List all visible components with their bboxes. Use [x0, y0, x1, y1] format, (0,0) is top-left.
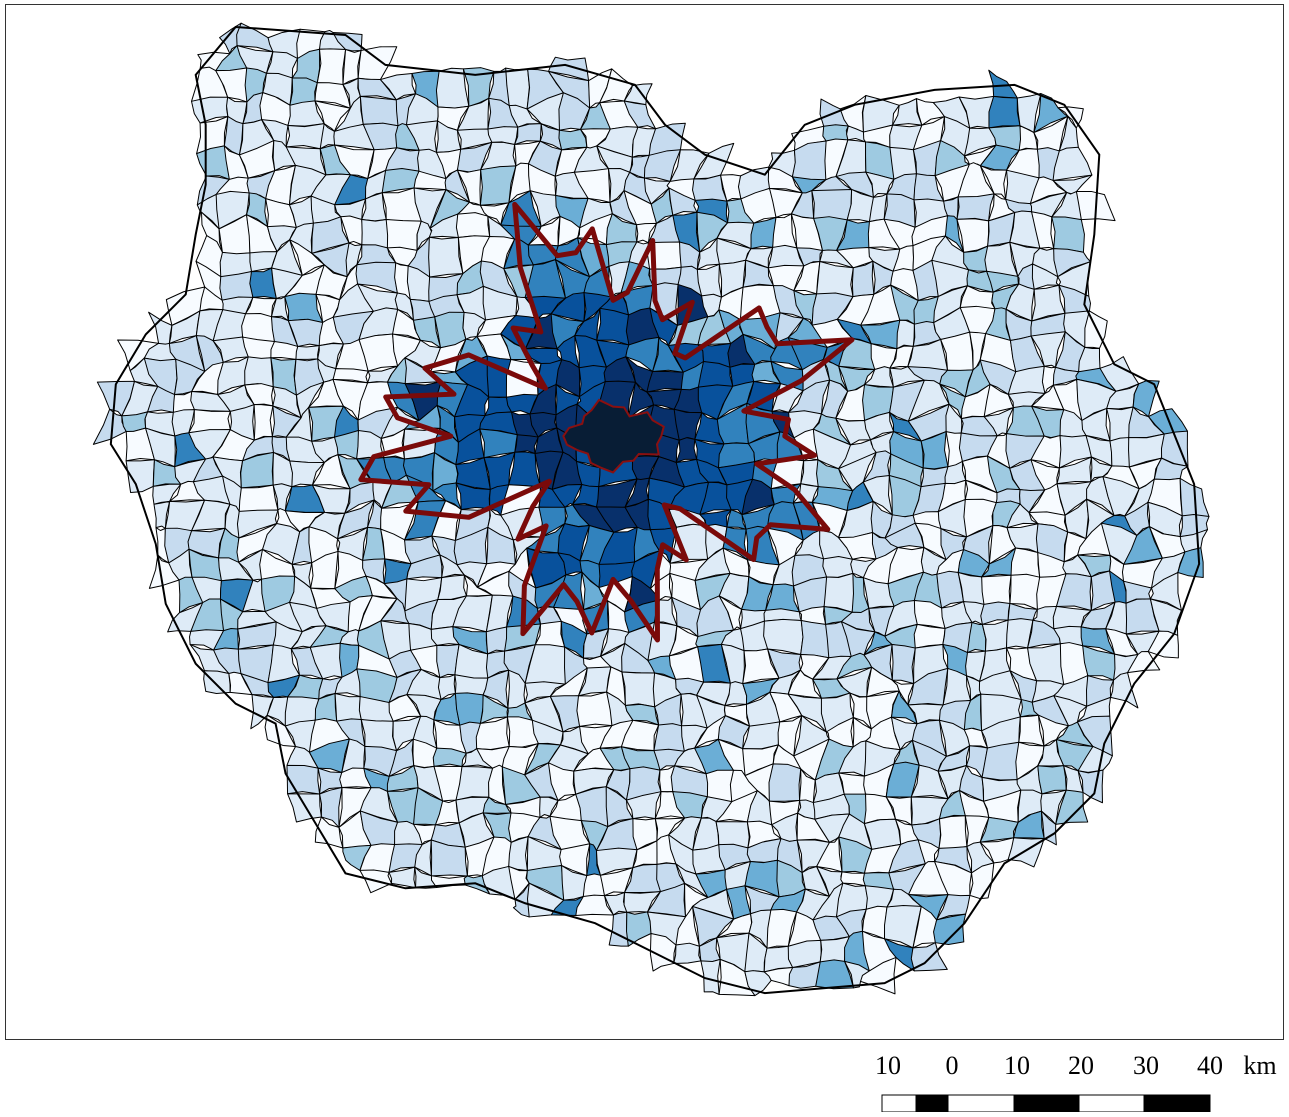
scale-segment [915, 1094, 949, 1113]
municipality-polygon [981, 619, 1009, 652]
municipality-polygon [1010, 547, 1041, 579]
municipality-polygon [437, 574, 467, 601]
municipality-polygon [1009, 573, 1041, 610]
municipality-polygon [608, 911, 629, 947]
scale-tick-label: 0 [946, 1051, 959, 1080]
municipality-polygon [505, 67, 530, 110]
municipality-polygon [454, 674, 489, 696]
scale-segment [881, 1094, 917, 1113]
municipality-polygon [768, 763, 802, 802]
scale-tick-label: 30 [1133, 1051, 1159, 1080]
municipality-polygon [1040, 810, 1057, 846]
municipality-polygon [800, 620, 831, 659]
municipality-polygon [359, 95, 399, 127]
municipality-polygon [316, 48, 347, 86]
municipality-polygon [286, 764, 321, 795]
scale-segment [947, 1094, 1015, 1113]
municipality-polygon [576, 691, 613, 727]
municipality-polygon [295, 345, 320, 360]
municipality-polygon [621, 671, 656, 708]
municipality-polygon [933, 913, 967, 945]
municipality-polygon [428, 236, 464, 278]
scale-tick-label: 40 [1197, 1051, 1223, 1080]
municipality-polygon [910, 942, 948, 972]
map-frame [5, 4, 1284, 1040]
municipality-polygon [1052, 146, 1093, 181]
choropleth-map [92, 22, 1210, 997]
scale-unit-label: km [1243, 1051, 1276, 1080]
scale-tick-label: 10 [875, 1051, 901, 1080]
municipality-polygon [653, 723, 686, 753]
municipality-polygon [285, 123, 325, 150]
municipality-polygon [891, 643, 916, 684]
municipality-polygon [1110, 672, 1139, 709]
municipality-polygon [988, 95, 1021, 129]
municipality-polygon [981, 741, 1020, 781]
municipality-polygon [896, 319, 915, 350]
region-outline [109, 25, 1201, 995]
municipality-polygon [219, 270, 254, 302]
municipality-polygon [455, 212, 491, 238]
municipality-polygon [334, 692, 362, 723]
scale-bar: 10 0 10 20 30 40 km [860, 1044, 1289, 1113]
municipality-polygon [514, 434, 539, 455]
municipality-polygon [361, 218, 389, 249]
municipality-polygon [981, 574, 1012, 606]
municipality-polygon [1051, 216, 1085, 253]
scale-segment [1143, 1094, 1211, 1113]
scale-segment [1013, 1094, 1080, 1113]
municipality-polygon [811, 188, 853, 221]
municipality-polygon [385, 218, 422, 251]
municipality-polygon [816, 261, 854, 298]
municipality-polygon [823, 572, 855, 613]
municipality-polygon [696, 263, 722, 298]
municipality-polygon [455, 766, 494, 801]
municipality-polygon [1109, 437, 1131, 468]
municipality-polygon [1037, 765, 1067, 795]
municipality-polygon [596, 307, 630, 346]
municipality-polygon [938, 815, 968, 849]
municipality-polygons [92, 22, 1210, 997]
municipality-polygon [675, 437, 698, 464]
municipality-polygon [800, 459, 819, 488]
municipality-polygon [860, 956, 897, 995]
municipality-polygon [673, 942, 702, 964]
municipality-polygon [287, 793, 322, 823]
scale-bar-graphic: 10 0 10 20 30 40 km [875, 1051, 1277, 1113]
municipality-polygon [244, 356, 274, 388]
municipality-polygon [238, 484, 279, 514]
municipality-polygon [357, 46, 398, 81]
municipality-polygon [1127, 651, 1161, 674]
scale-tick-label: 20 [1068, 1051, 1094, 1080]
central-city [562, 398, 665, 474]
scale-tick-label: 10 [1004, 1051, 1030, 1080]
municipality-polygon [454, 692, 484, 726]
scale-segment [1078, 1094, 1145, 1113]
municipality-polygon [1055, 789, 1089, 825]
urban-area-boundary [358, 201, 855, 643]
municipality-polygon [203, 670, 231, 694]
municipality-polygon [956, 193, 995, 222]
municipality-polygon [253, 404, 274, 441]
municipality-polygon [646, 370, 685, 393]
